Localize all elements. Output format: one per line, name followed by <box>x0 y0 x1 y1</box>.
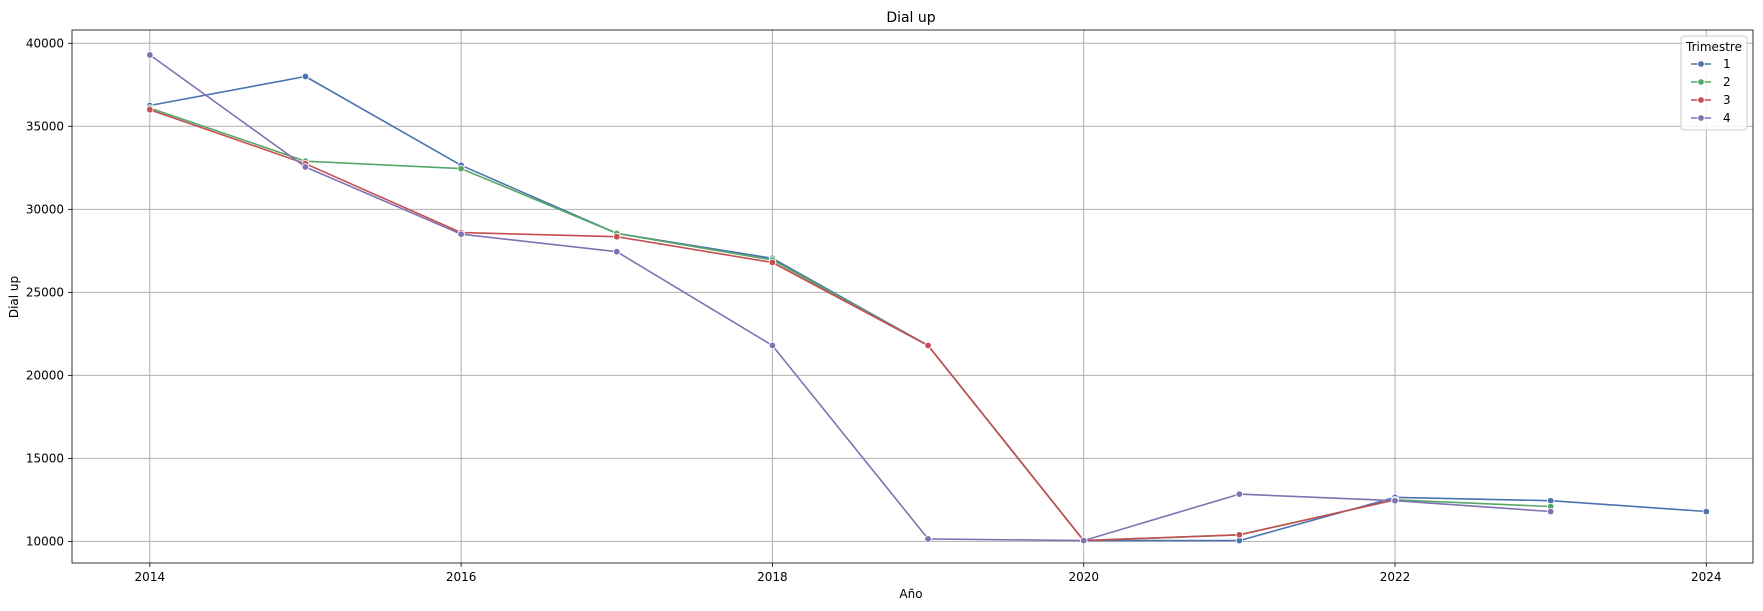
y-axis-label: Dial up <box>7 276 21 318</box>
data-point <box>457 164 465 173</box>
legend-label: 4 <box>1723 111 1731 125</box>
y-tick-label: 35000 <box>26 119 64 133</box>
legend-item: 1 <box>1691 57 1731 71</box>
data-point <box>301 163 310 171</box>
legend-label: 2 <box>1723 75 1731 89</box>
data-point <box>1235 531 1244 539</box>
data-point <box>924 341 932 350</box>
y-tick-label: 10000 <box>26 534 64 548</box>
legend-label: 1 <box>1723 57 1731 71</box>
x-tick-label: 2014 <box>135 570 166 584</box>
data-point <box>768 258 777 267</box>
data-point <box>1391 497 1399 505</box>
x-tick-label: 2024 <box>1691 570 1722 584</box>
x-axis-ticks: 2014 2016 2018 2020 2022 2024 <box>135 563 1722 584</box>
data-point <box>1546 507 1555 516</box>
legend-marker <box>1697 114 1705 122</box>
legend-marker <box>1697 60 1705 68</box>
series-line <box>149 54 1551 542</box>
x-axis-label: Año <box>899 587 922 601</box>
data-point <box>613 247 621 256</box>
data-point <box>1702 507 1711 516</box>
data-point <box>301 72 310 81</box>
data-point <box>613 233 621 241</box>
legend-marker <box>1697 96 1705 104</box>
chart-title: Dial up <box>886 10 935 26</box>
legend-marker <box>1697 78 1705 86</box>
legend: Trimestre 1 2 3 4 <box>1680 35 1748 131</box>
y-tick-label: 20000 <box>26 368 64 382</box>
plot-frame <box>71 29 1754 564</box>
legend-title: Trimestre <box>1685 40 1742 54</box>
x-tick-label: 2018 <box>757 570 788 584</box>
y-tick-label: 30000 <box>26 202 64 216</box>
y-axis-ticks: 10000 15000 20000 25000 30000 35000 40000 <box>26 36 72 548</box>
series-layer <box>146 51 1711 545</box>
legend-item: 4 <box>1691 111 1731 125</box>
x-tick-label: 2020 <box>1068 570 1099 584</box>
legend-item: 3 <box>1691 93 1731 107</box>
legend-box <box>1680 35 1748 131</box>
data-point <box>924 535 932 543</box>
series-4 <box>146 51 1555 545</box>
legend-label: 3 <box>1723 93 1731 107</box>
x-tick-label: 2016 <box>446 570 477 584</box>
x-tick-label: 2022 <box>1380 570 1411 584</box>
data-point <box>146 106 154 114</box>
data-point <box>146 51 154 59</box>
legend-items: 1 2 3 4 <box>1691 57 1731 125</box>
data-point <box>768 341 777 350</box>
y-tick-label: 15000 <box>26 451 64 465</box>
data-point <box>457 230 465 238</box>
y-tick-label: 40000 <box>26 36 64 50</box>
data-point <box>1235 490 1244 498</box>
data-point <box>1080 536 1088 545</box>
y-tick-label: 25000 <box>26 285 64 299</box>
legend-item: 2 <box>1691 75 1731 89</box>
